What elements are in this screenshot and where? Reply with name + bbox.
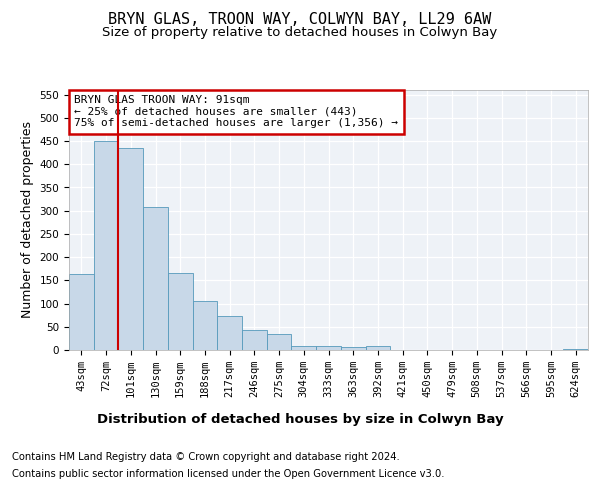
Text: Distribution of detached houses by size in Colwyn Bay: Distribution of detached houses by size … (97, 412, 503, 426)
Y-axis label: Number of detached properties: Number of detached properties (21, 122, 34, 318)
Text: BRYN GLAS, TROON WAY, COLWYN BAY, LL29 6AW: BRYN GLAS, TROON WAY, COLWYN BAY, LL29 6… (109, 12, 491, 28)
Bar (217, 316, 242, 350)
Text: Contains HM Land Registry data © Crown copyright and database right 2024.: Contains HM Land Registry data © Crown c… (12, 452, 400, 462)
Text: Contains public sector information licensed under the Open Government Licence v3: Contains public sector information licen… (12, 469, 445, 479)
Bar (292, 346, 316, 350)
Bar (341, 347, 365, 350)
Bar (242, 330, 267, 350)
Text: Size of property relative to detached houses in Colwyn Bay: Size of property relative to detached ho… (103, 26, 497, 39)
Text: BRYN GLAS TROON WAY: 91sqm
← 25% of detached houses are smaller (443)
75% of sem: BRYN GLAS TROON WAY: 91sqm ← 25% of deta… (74, 95, 398, 128)
Bar (118, 148, 143, 350)
Bar (563, 348, 588, 350)
Bar (316, 346, 341, 350)
Bar (267, 334, 292, 350)
Bar (143, 208, 168, 350)
Bar (365, 346, 390, 350)
Bar (193, 301, 217, 350)
Bar (94, 141, 118, 350)
Bar (69, 274, 94, 350)
Bar (168, 274, 193, 350)
